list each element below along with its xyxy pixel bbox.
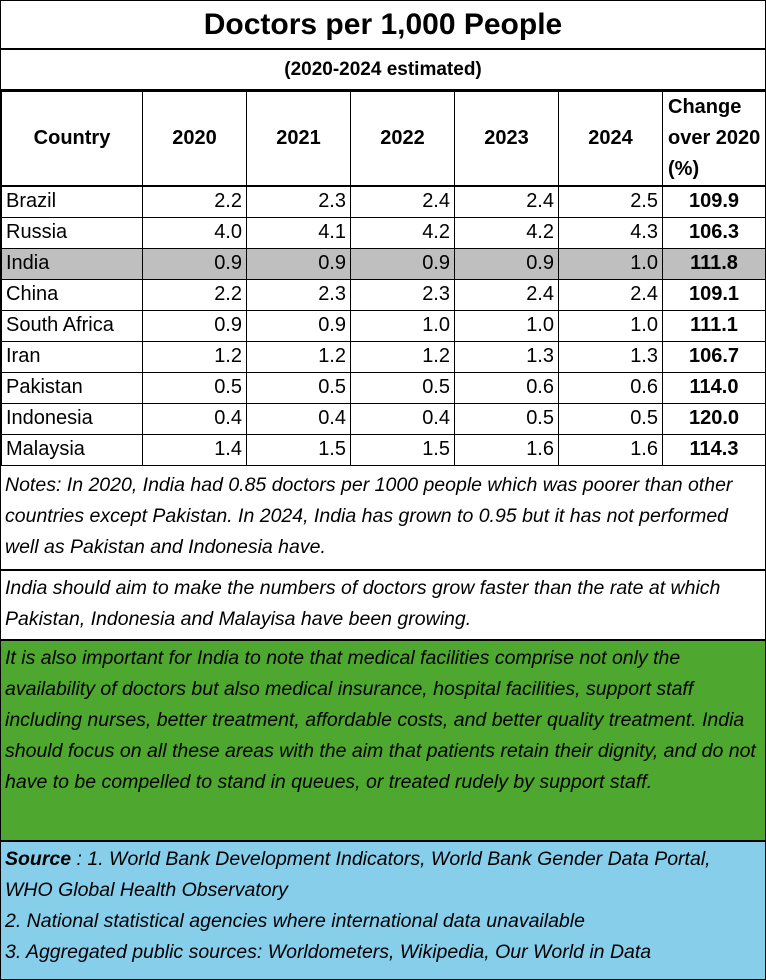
notes-paragraph: Notes: In 2020, India had 0.85 doctors p… (1, 468, 765, 571)
change-cell: 109.9 (662, 185, 766, 218)
table-row: Russia 4.0 4.1 4.2 4.2 4.3 106.3 (1, 216, 766, 249)
value-cell: 1.0 (454, 309, 559, 342)
value-cell: 1.3 (558, 340, 663, 373)
value-cell: 0.9 (246, 247, 351, 280)
value-cell: 0.9 (454, 247, 559, 280)
value-cell: 0.9 (246, 309, 351, 342)
value-cell: 0.6 (454, 371, 559, 404)
source-line-1: Source : 1. World Bank Development Indic… (5, 844, 761, 906)
table-row: Iran 1.2 1.2 1.2 1.3 1.3 106.7 (1, 340, 766, 373)
value-cell: 2.2 (142, 185, 247, 218)
value-cell: 0.6 (558, 371, 663, 404)
value-cell: 0.4 (350, 402, 455, 435)
value-cell: 4.3 (558, 216, 663, 249)
value-cell: 0.4 (142, 402, 247, 435)
change-cell: 109.1 (662, 278, 766, 311)
table-row: India 0.9 0.9 0.9 0.9 1.0 111.8 (1, 247, 766, 280)
value-cell: 2.3 (350, 278, 455, 311)
value-cell: 4.0 (142, 216, 247, 249)
value-cell: 1.6 (558, 433, 663, 466)
value-cell: 0.4 (246, 402, 351, 435)
column-header: 2024 (558, 91, 663, 187)
table-row: Pakistan 0.5 0.5 0.5 0.6 0.6 114.0 (1, 371, 766, 404)
column-header: 2023 (454, 91, 559, 187)
table-row: Malaysia 1.4 1.5 1.5 1.6 1.6 114.3 (1, 433, 766, 466)
column-header: 2020 (142, 91, 247, 187)
value-cell: 2.3 (246, 185, 351, 218)
value-cell: 0.5 (142, 371, 247, 404)
change-cell: 114.0 (662, 371, 766, 404)
value-cell: 0.9 (350, 247, 455, 280)
value-cell: 1.5 (246, 433, 351, 466)
table-body: Brazil 2.2 2.3 2.4 2.4 2.5 109.9 Russia 4.0 4.1 4.… (1, 185, 766, 466)
change-cell: 111.1 (662, 309, 766, 342)
table-subtitle: (2020-2024 estimated) (1, 50, 765, 91)
value-cell: 1.0 (558, 247, 663, 280)
column-header: Country (1, 91, 143, 187)
source-line-3: 3. Aggregated public sources: Worldomete… (5, 941, 652, 963)
change-cell: 114.3 (662, 433, 766, 466)
value-cell: 1.2 (246, 340, 351, 373)
country-cell: India (1, 247, 143, 280)
source-text-1: : 1. World Bank Development Indicators, … (5, 848, 711, 901)
country-cell: Indonesia (1, 402, 143, 435)
country-cell: China (1, 278, 143, 311)
country-cell: Russia (1, 216, 143, 249)
value-cell: 2.4 (558, 278, 663, 311)
table-row: China 2.2 2.3 2.3 2.4 2.4 109.1 (1, 278, 766, 311)
change-cell: 106.3 (662, 216, 766, 249)
value-cell: 1.6 (454, 433, 559, 466)
medical-facilities-paragraph: It is also important for India to note t… (1, 641, 765, 842)
country-cell: Malaysia (1, 433, 143, 466)
source-block: Source : 1. World Bank Development Indic… (1, 842, 765, 979)
value-cell: 1.2 (350, 340, 455, 373)
column-header: Change over 2020 (%) (662, 91, 766, 187)
table-row: South Africa 0.9 0.9 1.0 1.0 1.0 111.1 (1, 309, 766, 342)
value-cell: 1.4 (142, 433, 247, 466)
value-cell: 1.5 (350, 433, 455, 466)
country-cell: Iran (1, 340, 143, 373)
country-cell: South Africa (1, 309, 143, 342)
country-cell: Brazil (1, 185, 143, 218)
column-header: 2021 (246, 91, 351, 187)
value-cell: 2.5 (558, 185, 663, 218)
source-line-2: 2. National statistical agencies where i… (5, 910, 585, 932)
value-cell: 2.4 (350, 185, 455, 218)
value-cell: 4.1 (246, 216, 351, 249)
recommendation-paragraph: India should aim to make the numbers of … (1, 571, 765, 641)
table-row: Brazil 2.2 2.3 2.4 2.4 2.5 109.9 (1, 185, 766, 218)
value-cell: 0.9 (142, 247, 247, 280)
change-cell: 106.7 (662, 340, 766, 373)
value-cell: 4.2 (350, 216, 455, 249)
value-cell: 0.5 (350, 371, 455, 404)
country-cell: Pakistan (1, 371, 143, 404)
value-cell: 2.3 (246, 278, 351, 311)
value-cell: 1.3 (454, 340, 559, 373)
column-header: 2022 (350, 91, 455, 187)
change-cell: 111.8 (662, 247, 766, 280)
header-row: Country 2020 2021 2022 2023 2024 Change over 2… (1, 91, 766, 187)
doctors-data-table: Country 2020 2021 2022 2023 2024 Change over 2… (1, 91, 766, 466)
source-label: Source (5, 848, 72, 870)
value-cell: 2.4 (454, 185, 559, 218)
value-cell: 1.0 (350, 309, 455, 342)
table-title: Doctors per 1,000 People (1, 1, 765, 50)
value-cell: 0.5 (558, 402, 663, 435)
value-cell: 4.2 (454, 216, 559, 249)
value-cell: 0.5 (454, 402, 559, 435)
value-cell: 1.0 (558, 309, 663, 342)
change-cell: 120.0 (662, 402, 766, 435)
table-row: Indonesia 0.4 0.4 0.4 0.5 0.5 120.0 (1, 402, 766, 435)
value-cell: 2.2 (142, 278, 247, 311)
value-cell: 1.2 (142, 340, 247, 373)
value-cell: 0.9 (142, 309, 247, 342)
value-cell: 2.4 (454, 278, 559, 311)
value-cell: 0.5 (246, 371, 351, 404)
